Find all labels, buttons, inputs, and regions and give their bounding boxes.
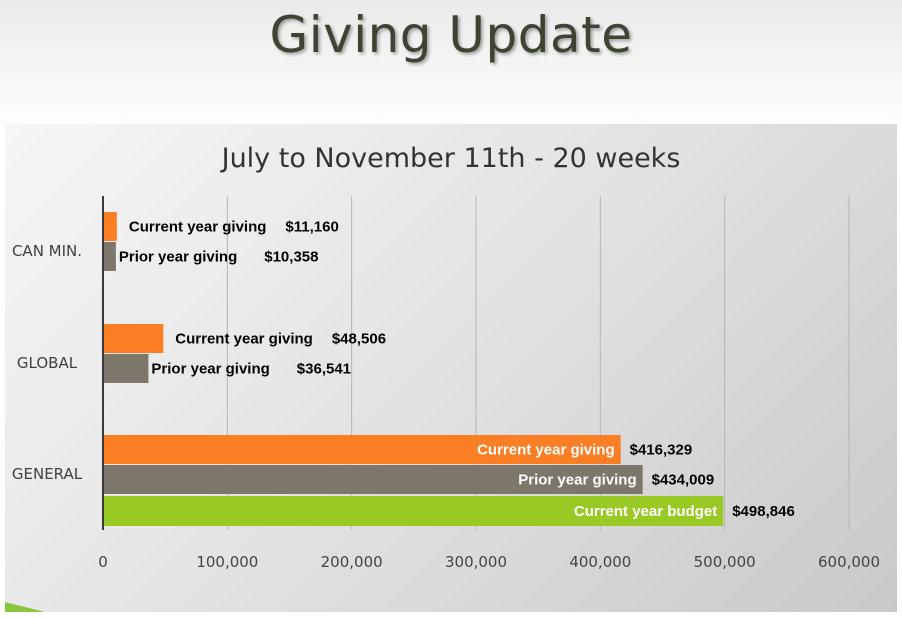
- bar-budget: [103, 496, 724, 526]
- category-label: GLOBAL: [17, 354, 78, 372]
- data-label-name: Current year giving: [477, 442, 615, 459]
- data-label-name: Prior year giving: [518, 472, 636, 489]
- x-tick-label: 0: [98, 553, 108, 571]
- bar-current: [103, 435, 621, 464]
- x-tick-label: 600,000: [818, 553, 880, 571]
- bar-prior: [103, 354, 149, 383]
- x-tick-label: 500,000: [694, 553, 756, 571]
- chart-panel: [5, 124, 897, 612]
- data-label-value: $36,541: [297, 361, 351, 378]
- x-axis-ticks: 0 100,000 200,000 300,000 400,000 500,000 600,…: [98, 553, 880, 571]
- data-label-value: $11,160: [285, 219, 338, 236]
- bars: [103, 212, 724, 526]
- data-label-value: $434,009: [652, 472, 715, 489]
- data-label-name: Current year giving: [129, 219, 267, 236]
- data-label-name: Current year giving: [175, 331, 313, 348]
- chart-title: July to November 11th - 20 weeks: [220, 143, 681, 174]
- data-label-name: Prior year giving: [151, 361, 269, 378]
- data-label-value: $48,506: [332, 331, 386, 348]
- x-tick-label: 400,000: [569, 553, 631, 571]
- data-label-name: Current year budget: [574, 503, 717, 520]
- data-labels: Current year giving $11,160 Prior year giv…: [119, 219, 795, 521]
- x-tick-label: 200,000: [321, 553, 383, 571]
- data-label-value: $10,358: [264, 249, 318, 266]
- corner-accent: [5, 602, 45, 612]
- data-label-value: $498,846: [732, 503, 795, 520]
- data-label-value: $416,329: [630, 442, 693, 459]
- slide-title: Giving Update: [269, 6, 633, 64]
- bar-current: [103, 212, 117, 241]
- x-tick-label: 100,000: [196, 553, 258, 571]
- bar-prior: [103, 465, 643, 494]
- category-labels: CAN MIN. GLOBAL GENERAL: [12, 242, 83, 483]
- bar-prior: [103, 242, 116, 271]
- bar-current: [103, 324, 164, 353]
- category-label: GENERAL: [12, 465, 83, 483]
- data-label-name: Prior year giving: [119, 249, 237, 266]
- x-tick-label: 300,000: [445, 553, 507, 571]
- category-label: CAN MIN.: [12, 242, 82, 260]
